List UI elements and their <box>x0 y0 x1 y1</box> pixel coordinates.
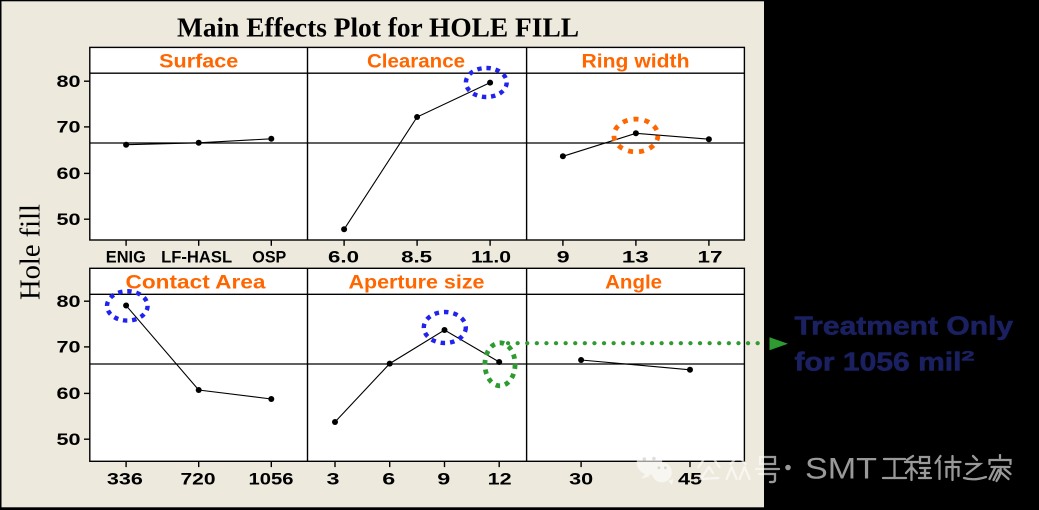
svg-text:17: 17 <box>698 248 723 267</box>
svg-text:Hole fill: Hole fill <box>15 204 47 300</box>
svg-text:9: 9 <box>437 470 450 489</box>
svg-text:336: 336 <box>107 470 143 489</box>
svg-text:Contact Area: Contact Area <box>126 272 267 293</box>
svg-text:OSP: OSP <box>252 248 286 267</box>
svg-text:70: 70 <box>57 118 81 137</box>
svg-text:Ring width: Ring width <box>582 51 690 72</box>
svg-text:Aperture size: Aperture size <box>349 272 485 293</box>
svg-text:9: 9 <box>557 248 570 267</box>
svg-text:80: 80 <box>57 72 81 91</box>
svg-text:11.0: 11.0 <box>471 248 511 267</box>
svg-text:60: 60 <box>57 384 81 403</box>
svg-text:SMT: SMT <box>805 453 877 486</box>
svg-text:8.5: 8.5 <box>401 248 432 267</box>
svg-text:3: 3 <box>327 470 340 489</box>
svg-text:720: 720 <box>181 470 216 489</box>
svg-text:Treatment Only: Treatment Only <box>795 311 1014 341</box>
svg-text:45: 45 <box>678 470 702 489</box>
svg-text:50: 50 <box>57 430 81 449</box>
svg-text:Clearance: Clearance <box>367 51 465 72</box>
svg-text:Main Effects Plot for HOLE FIL: Main Effects Plot for HOLE FILL <box>177 13 579 43</box>
svg-text:6.0: 6.0 <box>328 248 359 267</box>
svg-text:for 1056 mil2: for 1056 mil2 <box>795 347 975 377</box>
svg-text:Angle: Angle <box>605 272 662 293</box>
svg-text:ENIG: ENIG <box>106 248 146 267</box>
svg-text:30: 30 <box>569 470 593 489</box>
svg-text:1056: 1056 <box>249 470 294 489</box>
svg-text:13: 13 <box>622 248 649 267</box>
svg-text:LF-HASL: LF-HASL <box>161 248 232 267</box>
svg-text:12: 12 <box>488 470 512 489</box>
svg-text:80: 80 <box>57 292 81 311</box>
svg-text:Surface: Surface <box>159 51 238 72</box>
svg-text:70: 70 <box>57 338 81 357</box>
svg-text:6: 6 <box>382 470 395 489</box>
svg-text:50: 50 <box>57 210 81 229</box>
svg-text:60: 60 <box>57 164 81 183</box>
